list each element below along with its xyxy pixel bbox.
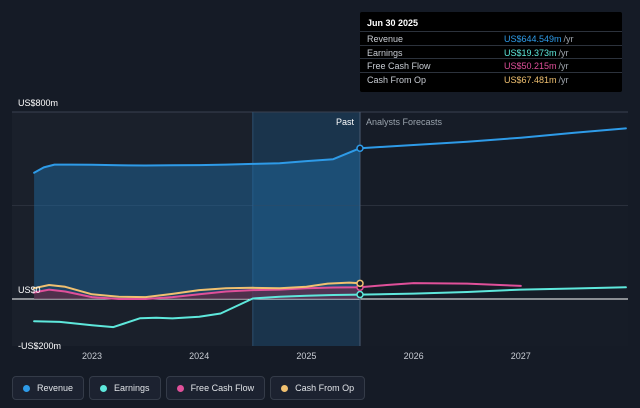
legend: Revenue Earnings Free Cash Flow Cash From O… xyxy=(12,376,366,400)
plot-background xyxy=(12,112,628,346)
legend-item-earnings[interactable]: Earnings xyxy=(89,376,161,400)
y-axis-label: US$0 xyxy=(18,285,41,295)
tooltip-row-value: US$644.549m/yr xyxy=(504,34,574,44)
tooltip-row-value: US$19.373m/yr xyxy=(504,48,569,58)
legend-dot-icon xyxy=(23,384,30,392)
tooltip-value-unit: /yr xyxy=(558,74,569,85)
tooltip-row-label: Earnings xyxy=(367,47,403,58)
series-line-cash-from-op xyxy=(33,281,361,299)
past-highlight-band xyxy=(252,112,360,346)
current-marker-revenue xyxy=(356,144,364,152)
tooltip-row-label: Free Cash Flow xyxy=(367,61,431,71)
legend-dot-icon xyxy=(100,384,108,392)
data-tooltip: Jun 30 2025 Revenue US$644.549m/yr Earning… xyxy=(360,12,622,92)
tooltip-row: Cash From Op US$67.481m/yr xyxy=(360,71,622,86)
legend-item-label: Earnings xyxy=(114,383,150,393)
x-tick-label: 2027 xyxy=(511,351,531,361)
past-label: Past xyxy=(336,117,355,127)
current-marker-cash-from-op xyxy=(356,279,364,288)
legend-item-label: Free Cash Flow xyxy=(190,383,255,393)
tooltip-row-label: Cash From Op xyxy=(367,74,427,85)
x-tick-label: 2023 xyxy=(82,351,102,361)
tooltip-value-number: US$50.215m xyxy=(504,61,557,71)
tooltip-row: Revenue US$644.549m/yr xyxy=(360,31,622,45)
tooltip-value-number: US$644.549m xyxy=(504,34,562,44)
forecast-label: Analysts Forecasts xyxy=(366,117,443,127)
x-tick-label: 2026 xyxy=(404,351,424,361)
current-markers xyxy=(356,144,364,299)
y-axis-label: -US$200m xyxy=(18,341,61,351)
series-areas xyxy=(34,148,360,299)
tooltip-row-label: Revenue xyxy=(367,34,404,44)
series-lines xyxy=(33,127,627,329)
legend-item-revenue[interactable]: Revenue xyxy=(12,376,85,400)
tooltip-row-value: US$50.215m/yr xyxy=(504,61,569,71)
legend-item-label: Revenue xyxy=(37,383,74,393)
x-tick-label: 2025 xyxy=(296,351,316,361)
series-line-earnings xyxy=(33,286,627,329)
current-marker-earnings xyxy=(356,290,364,299)
tooltip-date: Jun 30 2025 xyxy=(367,18,419,28)
y-axis-label: US$800m xyxy=(18,98,58,108)
tooltip-row-value: US$67.481m/yr xyxy=(504,75,569,85)
tooltip-value-unit: /yr xyxy=(558,61,569,71)
series-line-free-cash-flow xyxy=(33,282,522,300)
tooltip-value-unit: /yr xyxy=(563,34,574,44)
axis-labels: US$800m US$0 -US$200m Past Analysts Forecast… xyxy=(18,98,531,361)
tooltip-row: Free Cash Flow US$50.215m/yr xyxy=(360,58,622,72)
tooltip-value-number: US$67.481m xyxy=(504,74,557,85)
legend-dot-icon xyxy=(281,384,289,392)
series-area-revenue xyxy=(34,148,360,299)
legend-item-cash-from-op[interactable]: Cash From Op xyxy=(270,376,366,400)
legend-item-free-cash-flow[interactable]: Free Cash Flow xyxy=(165,376,266,400)
tooltip-value-unit: /yr xyxy=(558,47,569,58)
x-tick-label: 2024 xyxy=(189,351,209,361)
forecast-background xyxy=(360,112,628,346)
legend-dot-icon xyxy=(176,384,184,392)
tooltip-row: Earnings US$19.373m/yr xyxy=(360,44,622,59)
tooltip-value-number: US$19.373m xyxy=(504,47,557,58)
series-line-revenue xyxy=(33,127,627,174)
legend-item-label: Cash From Op xyxy=(295,383,355,393)
